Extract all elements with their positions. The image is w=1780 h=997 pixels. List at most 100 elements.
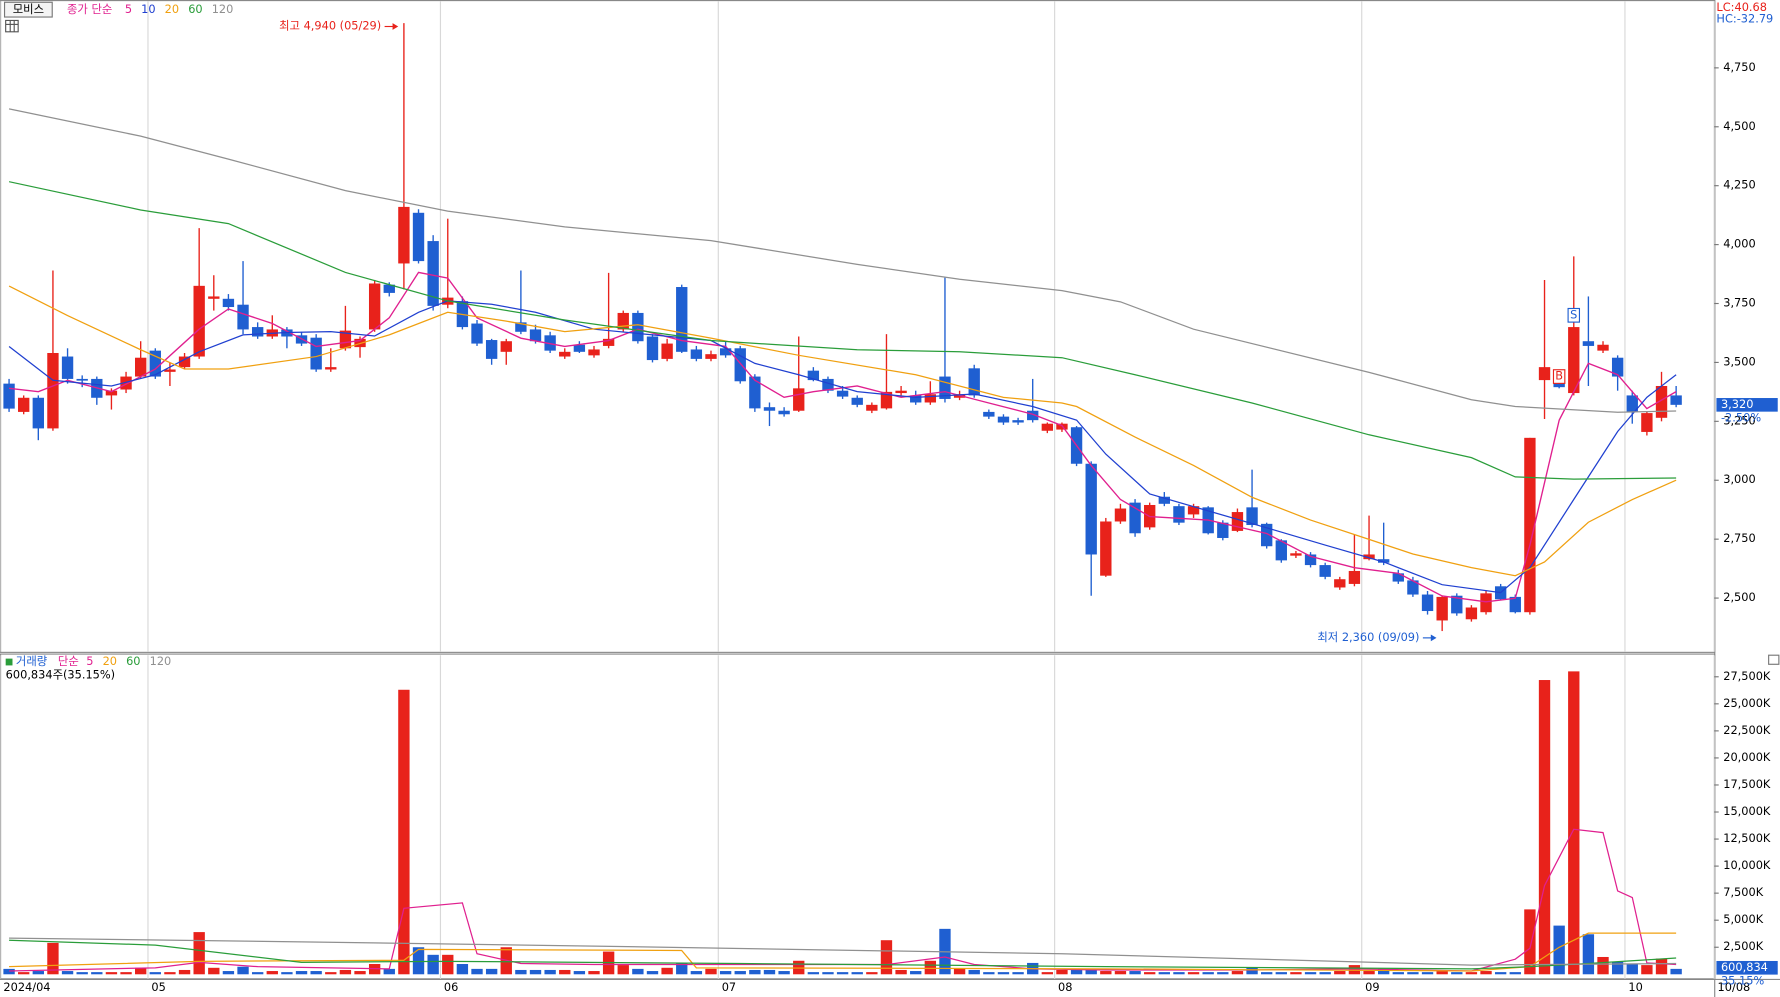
candle-body bbox=[559, 351, 571, 357]
ma-line bbox=[8, 285, 1677, 577]
candle-body bbox=[383, 284, 395, 293]
volume-bar bbox=[661, 967, 673, 975]
volume-bar bbox=[705, 968, 717, 975]
candle-body bbox=[61, 356, 74, 379]
volume-bar bbox=[997, 972, 1010, 975]
collapse-button[interactable] bbox=[1768, 654, 1780, 665]
volume-bar bbox=[1012, 972, 1024, 975]
x-tick-label: 05 bbox=[151, 980, 165, 994]
volume-bar bbox=[325, 972, 337, 975]
candle-body bbox=[1641, 413, 1653, 432]
y-tick-label: 4,750 bbox=[1723, 60, 1755, 74]
volume-bar bbox=[1100, 971, 1112, 975]
y-tick-label: 12,500K bbox=[1723, 831, 1771, 845]
volume-bar bbox=[412, 947, 425, 975]
candle-body bbox=[135, 357, 147, 377]
volume-bar bbox=[588, 971, 600, 975]
volume-bar bbox=[1597, 956, 1609, 975]
legend-item: 60 bbox=[126, 654, 140, 668]
volume-bar bbox=[1231, 971, 1244, 975]
volume-bar bbox=[295, 971, 308, 975]
volume-bar bbox=[822, 972, 834, 975]
y-tick-label: 15,000K bbox=[1723, 804, 1771, 818]
y-tick-label: 3,250 bbox=[1723, 413, 1755, 427]
candle-body bbox=[471, 323, 483, 344]
volume-bar bbox=[1494, 972, 1507, 975]
volume-bar bbox=[778, 971, 790, 975]
y-tick-label: 27,500K bbox=[1723, 669, 1771, 683]
y-tick-label: 4,250 bbox=[1723, 178, 1755, 192]
y-tick-label: 4,500 bbox=[1723, 119, 1755, 133]
candle-body bbox=[749, 376, 761, 409]
volume-bar bbox=[515, 969, 527, 975]
volume-bar bbox=[632, 968, 644, 975]
volume-bar bbox=[910, 971, 922, 975]
candle-body bbox=[866, 404, 878, 411]
legend-title: 종가 단순 bbox=[67, 2, 112, 16]
x-tick-label: 10/08 bbox=[1718, 980, 1751, 994]
candle-body bbox=[661, 343, 673, 359]
volume-bar bbox=[866, 972, 878, 975]
candle-body bbox=[398, 206, 410, 264]
volume-bar bbox=[193, 932, 205, 975]
annotation-arrowhead bbox=[392, 23, 399, 30]
ma-line bbox=[8, 300, 1677, 594]
volume-bar bbox=[471, 968, 483, 975]
candle-body bbox=[1114, 508, 1127, 522]
candle-body bbox=[588, 349, 600, 356]
volume-bar bbox=[1158, 972, 1170, 975]
candle-body bbox=[1568, 327, 1580, 394]
volume-bar bbox=[47, 942, 59, 975]
x-tick-label: 07 bbox=[722, 980, 736, 994]
legend-item: 20 bbox=[165, 2, 179, 16]
candle-body bbox=[997, 416, 1010, 423]
last-value: 3,320 bbox=[1721, 397, 1753, 411]
candle-body bbox=[690, 349, 703, 359]
volume-bar bbox=[1670, 968, 1682, 975]
table-icon[interactable] bbox=[5, 19, 19, 33]
legend-item: 60 bbox=[188, 2, 202, 16]
legend-item: 5 bbox=[125, 2, 132, 16]
candle-body bbox=[939, 376, 951, 399]
candle-body bbox=[1041, 423, 1054, 431]
last-value: 600,834 bbox=[1721, 960, 1768, 974]
volume-bar bbox=[456, 964, 469, 975]
candle-body bbox=[1100, 521, 1112, 576]
candle-body bbox=[1319, 565, 1331, 577]
ma-line bbox=[8, 181, 1677, 480]
volume-bar bbox=[281, 972, 293, 975]
candle-body bbox=[427, 241, 439, 306]
candle-body bbox=[983, 411, 995, 417]
ma-line bbox=[9, 271, 1677, 603]
volume-bar bbox=[559, 969, 571, 975]
volume-bar bbox=[1377, 968, 1390, 975]
candle-body bbox=[836, 390, 849, 397]
symbol-box[interactable] bbox=[3, 1, 53, 18]
volume-bar bbox=[135, 967, 147, 975]
signal-label: B bbox=[1555, 369, 1563, 383]
candle-body bbox=[544, 335, 556, 351]
volume-bar bbox=[1626, 964, 1638, 975]
signal-box bbox=[1567, 307, 1581, 323]
ma-line bbox=[9, 939, 1677, 970]
symbol-name: 모비스 bbox=[13, 2, 44, 16]
candle-body bbox=[1290, 553, 1302, 556]
volume-bar bbox=[1319, 972, 1331, 975]
volume-bar bbox=[983, 972, 995, 975]
volume-bar bbox=[1451, 972, 1463, 975]
volume-bar bbox=[1129, 971, 1141, 975]
volume-bar bbox=[61, 971, 74, 975]
volume-bar bbox=[251, 972, 264, 975]
candle-body bbox=[368, 283, 381, 330]
last-change: 35.15% bbox=[1721, 973, 1764, 987]
volume-bar bbox=[1509, 972, 1521, 975]
candle-body bbox=[1611, 357, 1624, 377]
volume-bar bbox=[573, 971, 586, 975]
volume-bar bbox=[924, 960, 937, 975]
volume-bar bbox=[1041, 972, 1054, 975]
volume-bar bbox=[1611, 961, 1624, 975]
candle-body bbox=[1421, 594, 1434, 612]
y-tick-label: 2,750 bbox=[1723, 531, 1755, 545]
candle-body bbox=[310, 337, 322, 370]
volume-bar bbox=[836, 972, 849, 975]
